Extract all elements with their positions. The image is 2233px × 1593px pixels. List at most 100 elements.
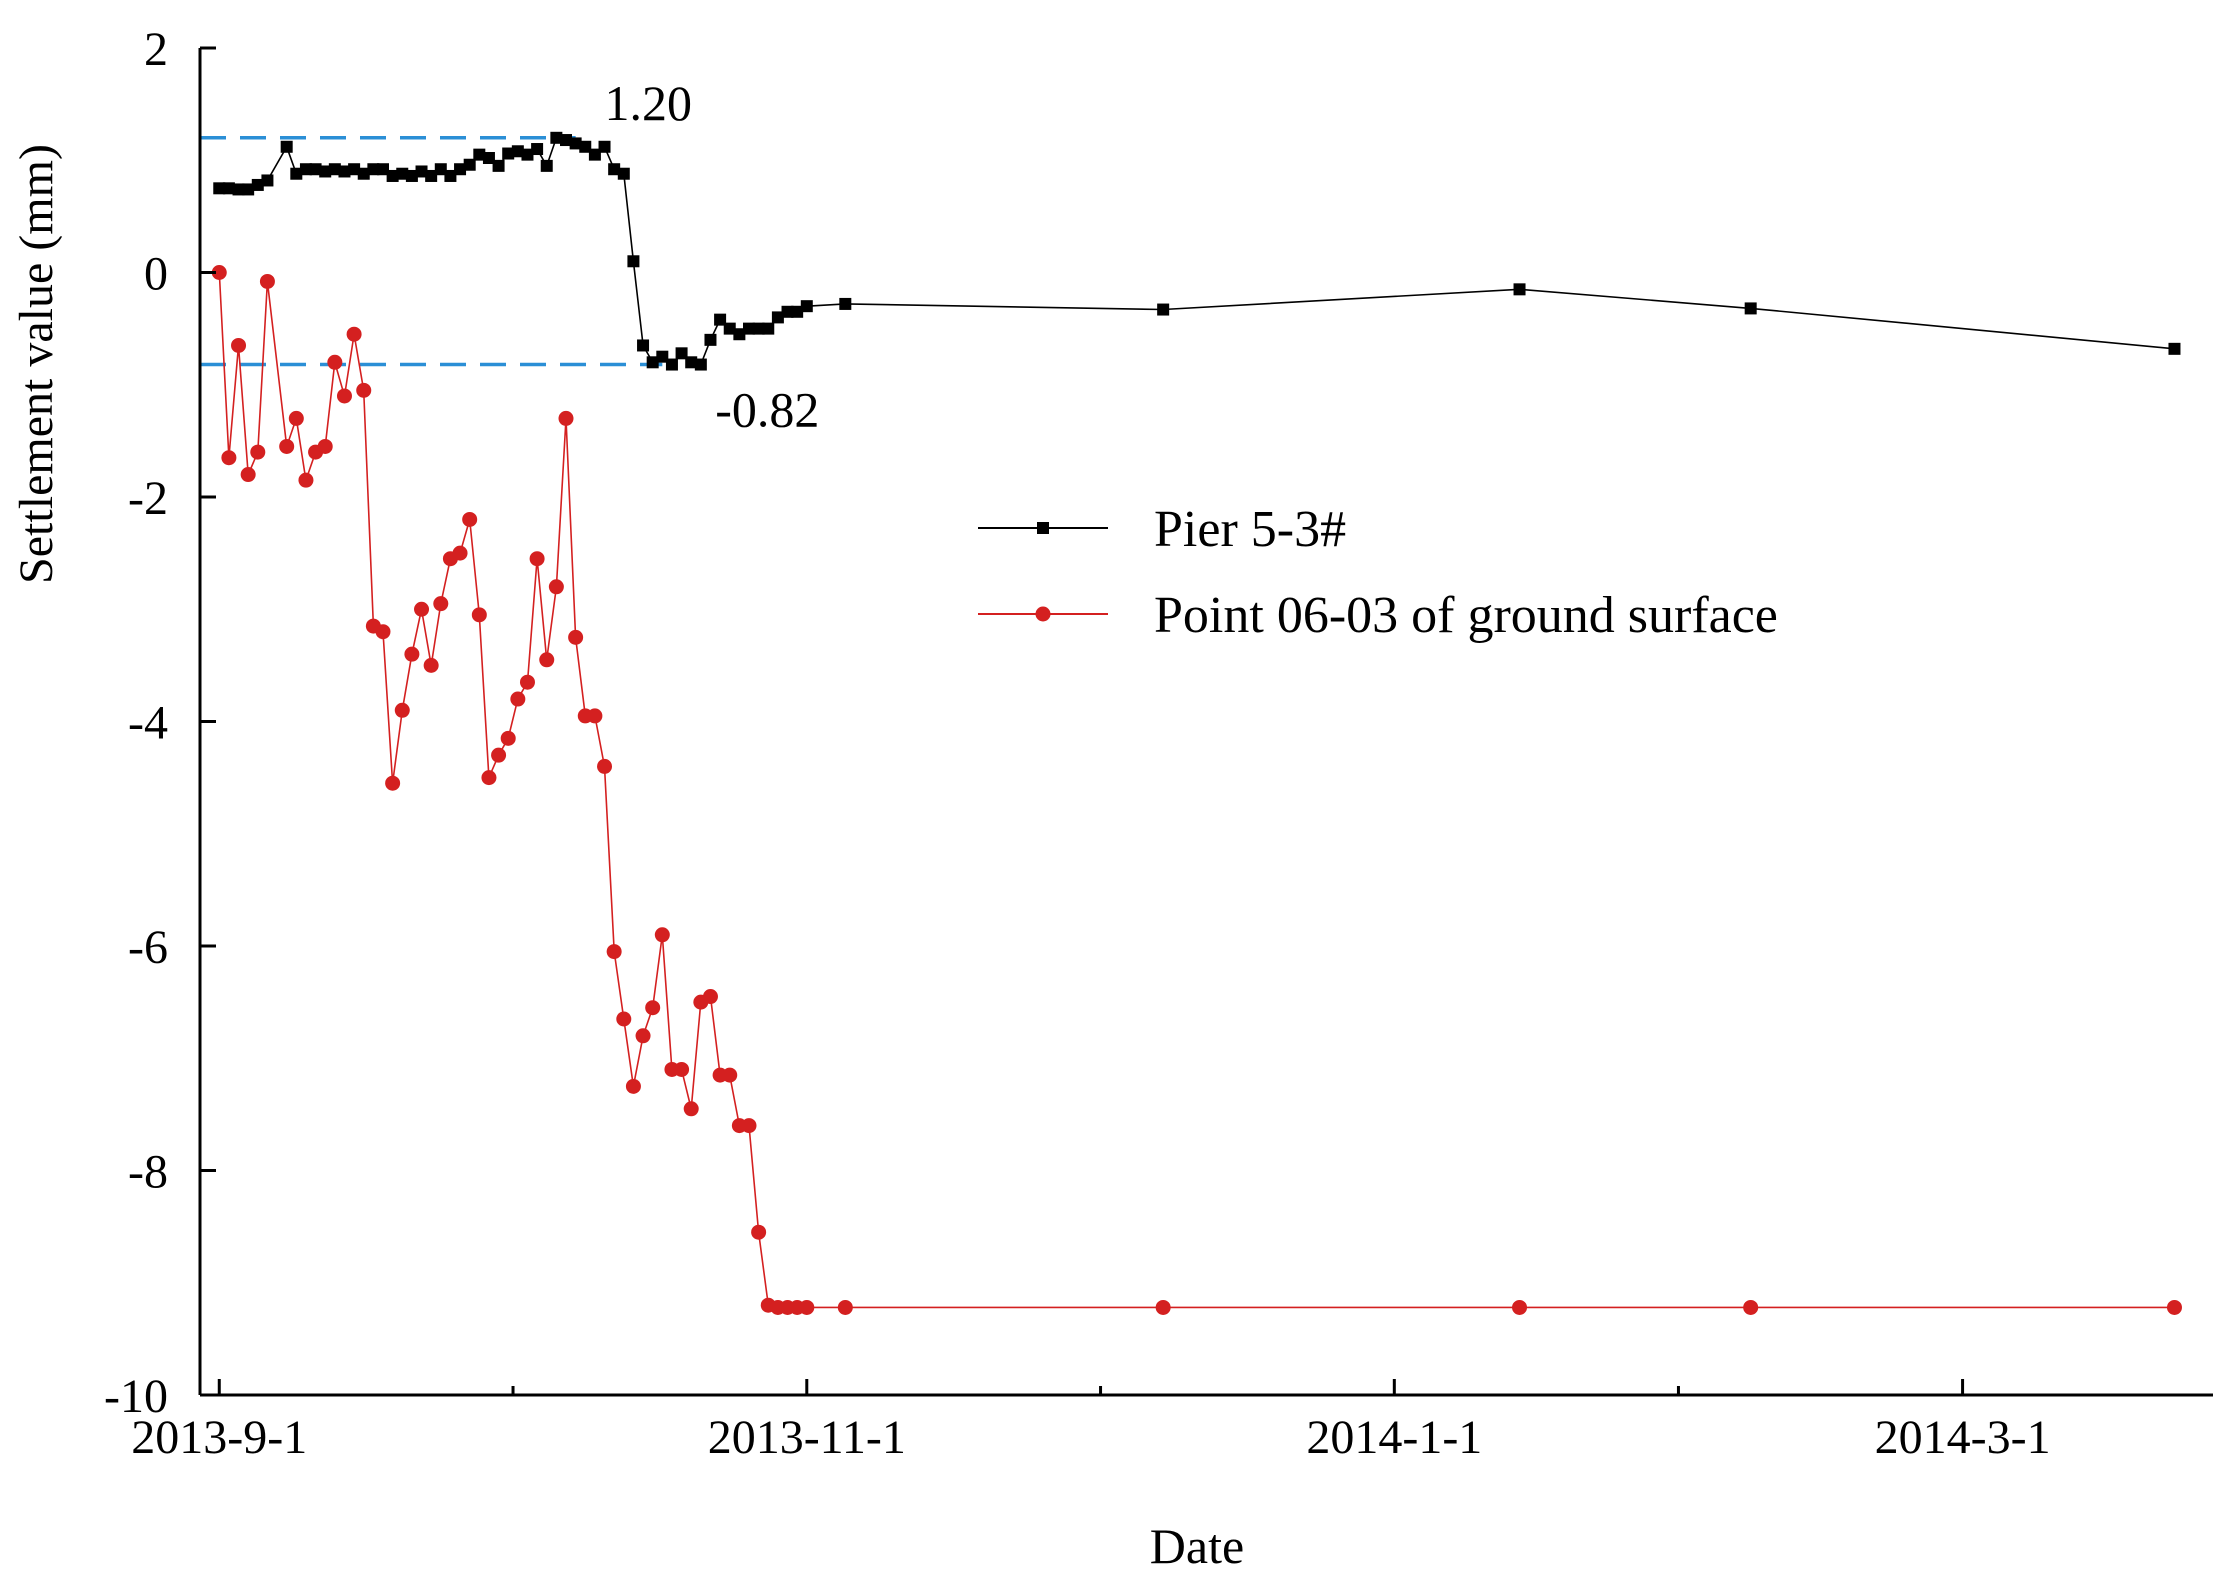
data-point (683, 1101, 699, 1117)
data-point (752, 322, 765, 335)
data-point (463, 158, 476, 171)
legend-marker (1035, 606, 1051, 622)
data-point (433, 596, 449, 612)
data-point (558, 410, 574, 426)
data-point (221, 450, 237, 466)
data-point (762, 322, 775, 335)
data-point (231, 337, 247, 353)
data-point (482, 152, 495, 165)
data-point (608, 163, 621, 176)
data-point (473, 148, 486, 161)
legend-label: Point 06-03 of ground surface (1154, 587, 1778, 644)
data-point (685, 356, 698, 369)
data-point (425, 169, 438, 182)
data-point (1155, 1299, 1171, 1315)
data-point (519, 674, 535, 690)
data-point (298, 472, 314, 488)
data-point (348, 163, 361, 176)
data-point (529, 551, 545, 567)
data-point (511, 145, 524, 158)
y-ticks: 2 0 -2 -4 -6 -8 -10 (104, 23, 216, 1423)
series-line-0 (219, 136, 2175, 366)
data-point (635, 1028, 651, 1044)
data-point (625, 1078, 641, 1094)
data-point (771, 311, 784, 324)
data-point (588, 148, 601, 161)
data-point (434, 163, 447, 176)
data-point (240, 467, 256, 483)
y-axis-label: Settlement value (mm) (10, 144, 63, 584)
data-point (791, 305, 804, 318)
data-point (598, 140, 611, 153)
data-point (377, 163, 389, 176)
y-tick-label: -10 (104, 1370, 168, 1423)
data-point (222, 182, 235, 195)
data-point (481, 770, 497, 786)
data-point (733, 328, 746, 341)
data-point (288, 410, 304, 426)
data-point (539, 652, 555, 668)
x-ticks: 2013-9-1 2013-11-1 2014-1-1 2014-3-1 (131, 1379, 2051, 1464)
data-point (213, 182, 226, 195)
y-tick-label: 0 (144, 248, 168, 301)
data-point (338, 165, 351, 178)
data-point (714, 313, 727, 326)
data-point (1513, 283, 1526, 296)
data-point (606, 944, 622, 960)
data-point (743, 322, 755, 335)
data-point (1744, 302, 1757, 315)
data-point (375, 624, 391, 640)
y-tick-label: -6 (128, 921, 168, 974)
data-point (423, 657, 439, 673)
data-point (405, 169, 418, 182)
data-point (837, 1299, 853, 1315)
data-point (839, 297, 852, 310)
data-point (232, 183, 245, 196)
data-point (1743, 1299, 1759, 1315)
data-point (452, 545, 468, 561)
data-point (367, 163, 380, 176)
data-point (250, 444, 266, 460)
data-point (394, 702, 410, 718)
data-point (617, 167, 630, 180)
x-tick-label: 2013-11-1 (708, 1411, 906, 1464)
data-point (500, 730, 516, 746)
x-tick-label: 2013-9-1 (131, 1411, 307, 1464)
data-point (386, 169, 399, 182)
value-annotation: 1.20 (605, 75, 693, 131)
data-point (645, 1000, 661, 1016)
legend-label: Pier 5-3# (1154, 501, 1346, 558)
data-point (444, 169, 457, 182)
data-point (2166, 1299, 2182, 1315)
y-tick-label: -4 (128, 697, 168, 750)
data-point (722, 1067, 738, 1083)
data-point (741, 1118, 757, 1134)
data-point (309, 163, 322, 176)
data-point (799, 1299, 815, 1315)
y-tick-label: -8 (128, 1146, 168, 1199)
reference-lines (200, 136, 663, 367)
data-point (242, 183, 255, 196)
series-line-1 (218, 272, 2175, 1309)
data-point (396, 167, 409, 180)
data-point (336, 388, 352, 404)
data-point (646, 356, 659, 369)
data-point (415, 165, 428, 178)
data-point (454, 163, 467, 176)
data-point (357, 167, 370, 180)
legend-marker (1037, 522, 1049, 534)
data-point (579, 140, 592, 153)
data-point (385, 775, 401, 791)
data-point (328, 163, 341, 176)
data-point (702, 989, 718, 1005)
series-lines (218, 136, 2175, 1309)
data-point (704, 333, 717, 346)
data-point (317, 438, 333, 454)
data-point (627, 255, 640, 268)
data-point (540, 159, 553, 172)
annotations: 1.20 -0.82 (605, 75, 820, 438)
data-point (404, 646, 420, 662)
data-point (665, 358, 678, 371)
data-point (492, 159, 505, 172)
